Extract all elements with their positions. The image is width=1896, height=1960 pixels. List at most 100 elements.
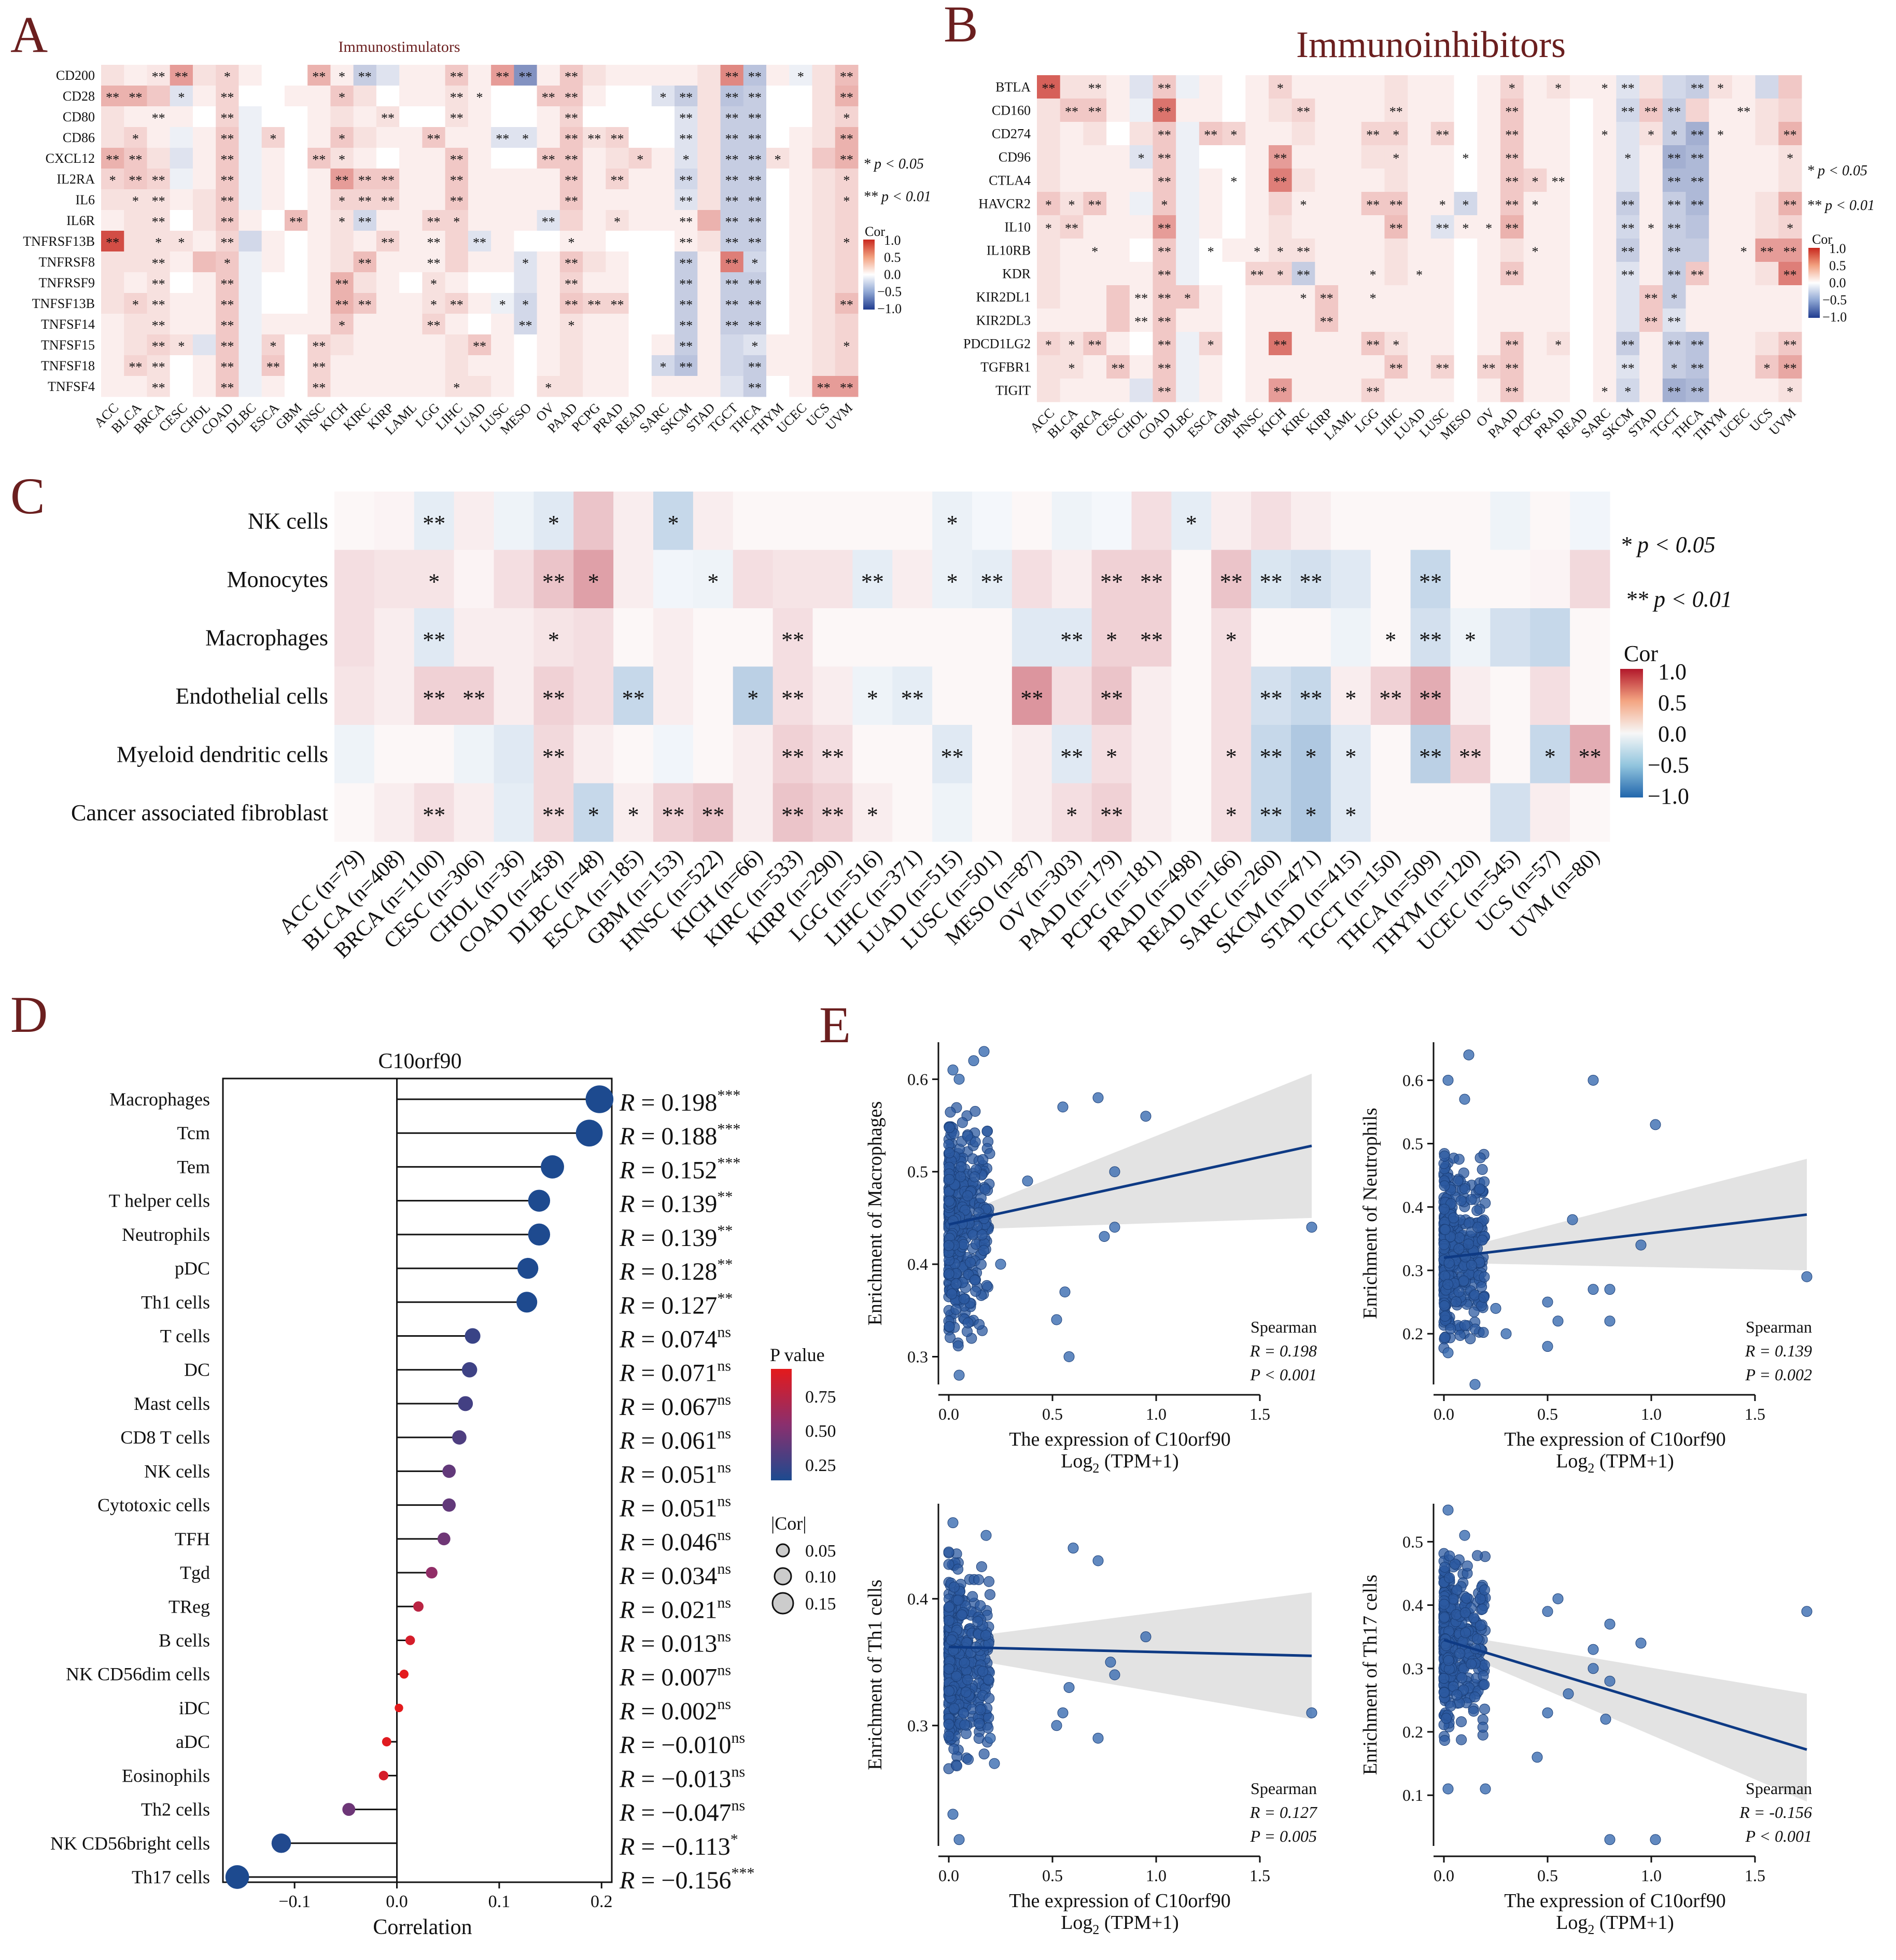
heatmap-cell-il10-paad <box>1500 215 1524 239</box>
heatmap-cell-tnfrsf13b-acc <box>101 231 124 252</box>
y-tick-label: 0.1 <box>1402 1786 1423 1804</box>
heatmap-cell-tnfrsf9-laml <box>399 272 423 293</box>
heatmap-cell-pdcd1lg2-paad <box>1500 332 1524 356</box>
significance-mark: ** <box>725 132 739 147</box>
heatmap-cell-btla-tgct <box>1662 75 1687 99</box>
heatmap-cell-cancer-associated-fibroblast-stad-n-415 <box>1330 783 1371 842</box>
significance-mark: ** <box>518 318 532 333</box>
heatmap-cell-tgfbr1-luad <box>1408 355 1431 379</box>
significance-mark: ** <box>335 173 349 188</box>
heatmap-cell-cd200-laml <box>399 65 423 86</box>
heatmap-cell-cd28-chol <box>192 86 216 107</box>
heatmap-cell-macrophages-read-n-166 <box>1211 608 1252 667</box>
heatmap-cell-tnfsf18-acc <box>101 355 124 376</box>
heatmap-cell-cd80-kirp <box>376 106 400 128</box>
heatmap-cell-cd86-stad <box>697 127 721 148</box>
heatmap-cell-tnfsf14-ucec <box>789 314 813 335</box>
heatmap-cell-endothelial-cells-lihc-n-371 <box>892 666 933 725</box>
heatmap-cell-tnfsf4-kich <box>330 376 354 397</box>
heatmap-cell-cd96-paad <box>1500 145 1524 169</box>
heatmap-cell-ctla4-lihc <box>1384 169 1408 192</box>
significance-mark: ** <box>1505 128 1519 143</box>
lollipop-label-nk-cd56dim-cells: NK CD56dim cells <box>66 1664 210 1685</box>
scatter-point <box>984 1589 995 1600</box>
significance-mark: ** <box>1436 221 1449 236</box>
heatmap-cell-macrophages-gbm-n-153 <box>653 608 694 667</box>
scatter-point <box>956 1609 967 1620</box>
heatmap-cell-tnfrsf13b-kirp <box>376 231 400 252</box>
significance-mark: ** <box>1783 338 1797 353</box>
scatter-point <box>970 1105 981 1117</box>
significance-mark: * <box>270 132 276 147</box>
heatmap-cell-btla-laml <box>1338 75 1362 99</box>
heatmap-cell-il2ra-kirc <box>353 169 377 190</box>
heatmap-cell-cd160-gbm <box>1222 99 1246 122</box>
heatmap-cell-il6r-ucs <box>812 210 836 231</box>
significance-mark: ** <box>725 256 739 271</box>
heatmap-cell-kir2dl1-luad <box>1408 285 1431 309</box>
significance-mark: ** <box>725 298 739 313</box>
heatmap-cell-cd86-thca <box>743 127 767 148</box>
heatmap-cell-cd274-lusc <box>1430 122 1455 146</box>
heatmap-cell-tnfrsf13b-prad <box>606 231 629 252</box>
significance-mark: ** <box>1111 361 1125 376</box>
scatter-point <box>1442 1074 1454 1086</box>
significance-mark: * <box>499 298 506 313</box>
heatmap-cell-tnfsf14-gbm <box>284 314 308 335</box>
heatmap-cell-tgfbr1-read <box>1570 355 1594 379</box>
heatmap-cell-monocytes-uvm-n-80 <box>1570 550 1610 609</box>
significance-mark: ** <box>748 318 762 333</box>
panel-letter-e: E <box>819 996 851 1054</box>
heatmap-row-label: CTLA4 <box>989 173 1031 188</box>
scatter-point <box>1567 1214 1578 1225</box>
heatmap-cell-tnfrsf8-lgg <box>422 251 446 273</box>
significance-mark: ** <box>220 381 234 396</box>
x-axis-unit-label: Log2 (TPM+1) <box>1061 1912 1179 1937</box>
heatmap-cell-myeloid-dendritic-cells-ucs-n-57 <box>1530 725 1570 783</box>
scatter-point <box>962 1190 973 1201</box>
significance-mark: ** <box>1158 174 1171 189</box>
heatmap-cell-cd160-kirc <box>1291 99 1315 122</box>
heatmap-cell-kir2dl1-ucec <box>1732 285 1756 309</box>
heatmap-cell-il10rb-thca <box>1686 239 1709 262</box>
x-tick-label: 0.0 <box>938 1405 959 1423</box>
scatter-point <box>948 1743 960 1755</box>
heatmap-cell-cd200-kirc <box>353 65 377 86</box>
heatmap-cell-myeloid-dendritic-cells-dlbc-n-48 <box>573 725 614 783</box>
heatmap-cell-pdcd1lg2-coad <box>1153 332 1176 356</box>
heatmap-cell-il6-thca <box>743 189 767 211</box>
heatmap-cell-cd160-ucec <box>1732 99 1756 122</box>
heatmap-cell-ctla4-uvm <box>1778 169 1802 192</box>
heatmap-cell-il10rb-kich <box>1268 239 1293 262</box>
heatmap-cell-cd160-ov <box>1477 99 1501 122</box>
heatmap-cell-macrophages-stad-n-415 <box>1330 608 1371 667</box>
significance-mark: * <box>588 569 599 595</box>
heatmap-row-label: IL6R <box>66 213 95 228</box>
scatter-point <box>1478 1292 1490 1303</box>
heatmap-cell-il10-read <box>1570 215 1594 239</box>
heatmap-cell-il10rb-ov <box>1477 239 1501 262</box>
heatmap-cell-cancer-associated-fibroblast-kirc-n-533 <box>773 783 813 842</box>
significance-mark: ** <box>1100 569 1123 595</box>
heatmap-cell-tnfsf18-lusc <box>491 355 514 376</box>
heatmap-cell-tigit-brca <box>1083 379 1107 402</box>
heatmap-cell-myeloid-dendritic-cells-tgct-n-150 <box>1370 725 1411 783</box>
lollipop-tick-label: 0.1 <box>488 1892 511 1911</box>
significance-mark: ** <box>129 152 142 167</box>
scatter-point <box>1442 1504 1454 1516</box>
heatmap-cell-tnfrsf8-esca <box>261 251 285 273</box>
heatmap-cell-kdr-thca <box>1686 262 1709 286</box>
heatmap-cell-ctla4-laml <box>1338 169 1362 192</box>
heatmap-cell-myeloid-dendritic-cells-gbm-n-153 <box>653 725 694 783</box>
heatmap-cell-tnfsf4-lgg <box>422 376 446 397</box>
heatmap-cell-btla-dlbc <box>1176 75 1200 99</box>
heatmap-cell-tnfsf14-thca <box>743 314 767 335</box>
heatmap-cell-il6-tgct <box>720 189 744 211</box>
colorbar-a-tick-4: −0.5 <box>877 284 902 299</box>
scatter-point <box>943 1268 954 1280</box>
heatmap-cell-il6-hnsc <box>307 189 331 211</box>
heatmap-cell-kir2dl1-blca <box>1060 285 1084 309</box>
heatmap-cell-il6r-coad <box>216 210 239 231</box>
heatmap-cell-cd80-ov <box>537 106 560 128</box>
heatmap-cell-cd96-tgct <box>1662 145 1687 169</box>
